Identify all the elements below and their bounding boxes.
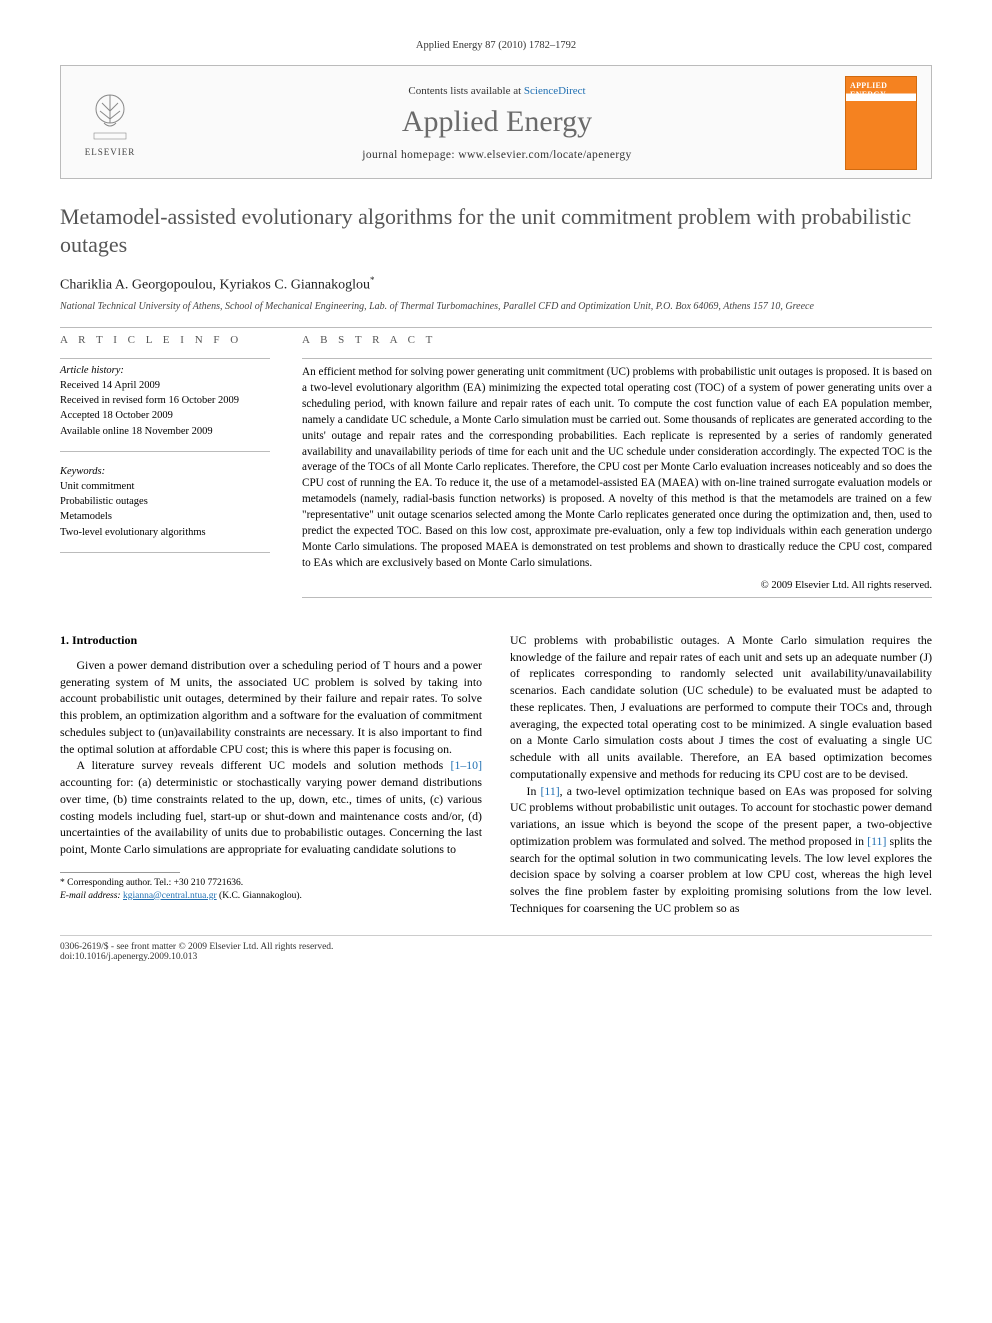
corresponding-mark: * — [370, 275, 375, 285]
article-info-head: A R T I C L E I N F O — [60, 334, 270, 346]
history-line: Available online 18 November 2009 — [60, 424, 270, 439]
authors-text: Chariklia A. Georgopoulou, Kyriakos C. G… — [60, 278, 370, 293]
email-link[interactable]: kgianna@central.ntua.gr — [123, 891, 217, 901]
text-run: In — [527, 784, 541, 798]
page-footer: 0306-2619/$ - see front matter © 2009 El… — [60, 935, 932, 962]
cover-label: APPLIED ENERGY — [850, 81, 912, 99]
divider — [302, 358, 932, 359]
affiliation: National Technical University of Athens,… — [60, 300, 932, 313]
abstract-block: A B S T R A C T An efficient method for … — [302, 334, 932, 604]
history-line: Received 14 April 2009 — [60, 378, 270, 393]
divider — [60, 327, 932, 328]
publisher-label: ELSEVIER — [85, 147, 136, 157]
email-label: E-mail address: — [60, 891, 121, 901]
author-list: Chariklia A. Georgopoulou, Kyriakos C. G… — [60, 275, 932, 294]
history-line: Received in revised form 16 October 2009 — [60, 393, 270, 408]
keyword: Metamodels — [60, 509, 270, 524]
tree-icon — [82, 89, 138, 145]
paragraph: A literature survey reveals different UC… — [60, 757, 482, 858]
keyword: Two-level evolutionary algorithms — [60, 525, 270, 540]
keyword: Probabilistic outages — [60, 494, 270, 509]
keywords-head: Keywords: — [60, 466, 270, 477]
paragraph: In [11], a two-level optimization techni… — [510, 783, 932, 917]
keyword: Unit commitment — [60, 479, 270, 494]
text-run: A literature survey reveals different UC… — [77, 758, 451, 772]
divider — [60, 552, 270, 553]
text-run: accounting for: (a) deterministic or sto… — [60, 775, 482, 856]
section-heading: 1. Introduction — [60, 632, 482, 649]
email-footnote: E-mail address: kgianna@central.ntua.gr … — [60, 890, 482, 903]
contents-prefix: Contents lists available at — [408, 85, 523, 97]
citation-link[interactable]: [11] — [540, 784, 559, 798]
doi-line: doi:10.1016/j.apenergy.2009.10.013 — [60, 952, 333, 962]
front-matter-line: 0306-2619/$ - see front matter © 2009 El… — [60, 942, 333, 952]
running-head: Applied Energy 87 (2010) 1782–1792 — [60, 40, 932, 51]
history-head: Article history: — [60, 365, 270, 376]
history-line: Accepted 18 October 2009 — [60, 408, 270, 423]
contents-availability: Contents lists available at ScienceDirec… — [163, 85, 831, 97]
citation-link[interactable]: [11] — [867, 834, 886, 848]
paragraph: Given a power demand distribution over a… — [60, 657, 482, 758]
article-title: Metamodel-assisted evolutionary algorith… — [60, 203, 932, 259]
footnote-rule — [60, 872, 180, 873]
divider — [302, 597, 932, 598]
sciencedirect-link[interactable]: ScienceDirect — [524, 85, 586, 97]
divider — [60, 451, 270, 452]
journal-cover-thumb: APPLIED ENERGY — [845, 76, 917, 170]
body-columns: 1. Introduction Given a power demand dis… — [60, 632, 932, 917]
elsevier-logo: ELSEVIER — [75, 80, 145, 166]
abstract-text: An efficient method for solving power ge… — [302, 365, 932, 572]
divider — [60, 358, 270, 359]
corresponding-footnote: * Corresponding author. Tel.: +30 210 77… — [60, 877, 482, 890]
article-info-block: A R T I C L E I N F O Article history: R… — [60, 334, 270, 604]
abstract-head: A B S T R A C T — [302, 334, 932, 346]
copyright-line: © 2009 Elsevier Ltd. All rights reserved… — [302, 580, 932, 591]
journal-brand: Applied Energy — [163, 105, 831, 139]
citation-link[interactable]: [1–10] — [451, 758, 482, 772]
journal-homepage: journal homepage: www.elsevier.com/locat… — [163, 149, 831, 161]
journal-masthead: ELSEVIER Contents lists available at Sci… — [60, 65, 932, 179]
paragraph: UC problems with probabilistic outages. … — [510, 632, 932, 783]
email-who: (K.C. Giannakoglou). — [219, 891, 302, 901]
